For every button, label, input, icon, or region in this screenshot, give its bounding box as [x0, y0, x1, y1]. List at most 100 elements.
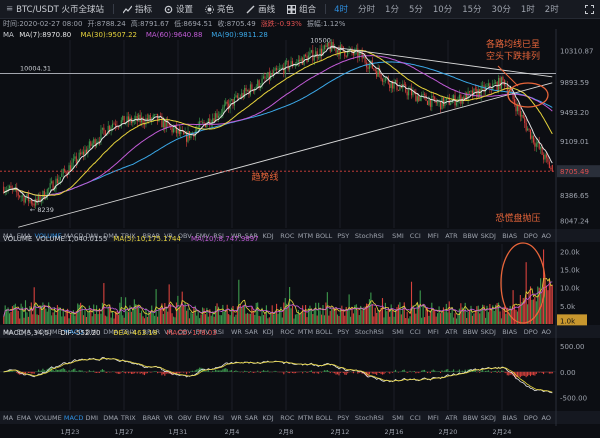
indicator3-tab-macd[interactable]: MACD [64, 414, 83, 422]
ma-legend-item[interactable]: MA(30):9507.22 [81, 31, 138, 39]
indicator2-tab-rsi[interactable]: RSI [213, 328, 224, 336]
indicator2-tab-obv[interactable]: OBV [178, 328, 192, 336]
indicator2-tab-macd[interactable]: MACD [64, 328, 83, 336]
indicator2-tab-boll[interactable]: BOLL [316, 328, 333, 336]
indicator2-tab-mfi[interactable]: MFI [428, 328, 439, 336]
combo-button[interactable]: 组合 [281, 3, 322, 15]
indicator3-tab-emv[interactable]: EMV [196, 414, 211, 422]
indicator2-tab-vr[interactable]: VR [164, 328, 173, 336]
indicator-tab-trix[interactable]: TRIX [120, 232, 136, 240]
indicator3-tab-ao[interactable]: AO [542, 414, 551, 422]
indicator3-tab-kdj[interactable]: KDJ [263, 414, 274, 422]
indicator2-tab-skdj[interactable]: SKDJ [481, 328, 496, 336]
interval-2h[interactable]: 2时 [544, 5, 559, 15]
macd-legend-item[interactable]: MACD(5,34,5) [3, 329, 52, 337]
indicator2-tab-roc[interactable]: ROC [280, 328, 295, 336]
indicator-tab-stochrsi[interactable]: StochRSI [355, 232, 384, 240]
indicator-tab-roc[interactable]: ROC [280, 232, 295, 240]
indicator2-tab-psy[interactable]: PSY [337, 328, 349, 336]
indicator2-tab-volume[interactable]: VOLUME [35, 328, 62, 336]
indicator3-tab-ema[interactable]: EMA [17, 414, 32, 422]
indicator-tab-obv[interactable]: OBV [178, 232, 192, 240]
indicator-tab-vr[interactable]: VR [164, 232, 173, 240]
indicator-tab-dpo[interactable]: DPO [524, 232, 538, 240]
indicator3-tab-wr[interactable]: WR [231, 414, 242, 422]
indicator2-tab-bbw[interactable]: BBW [463, 328, 479, 336]
indicator2-tab-ma[interactable]: MA [3, 328, 14, 336]
indicator3-tab-skdj[interactable]: SKDJ [481, 414, 496, 422]
indicator2-tab-dmi[interactable]: DMI [86, 328, 99, 336]
indicator2-tab-kdj[interactable]: KDJ [263, 328, 274, 336]
interval-10m[interactable]: 10分 [432, 5, 453, 15]
indicator3-tab-psy[interactable]: PSY [337, 414, 349, 422]
indicator3-tab-volume[interactable]: VOLUME [35, 414, 62, 422]
indicator3-tab-atr[interactable]: ATR [445, 414, 458, 422]
indicator3-tab-roc[interactable]: ROC [280, 414, 295, 422]
indicator3-tab-rsi[interactable]: RSI [213, 414, 224, 422]
downtrend-line[interactable] [330, 46, 553, 78]
settings-button[interactable]: 设置 [158, 3, 199, 15]
indicator3-tab-boll[interactable]: BOLL [316, 414, 333, 422]
indicator-tab-atr[interactable]: ATR [445, 232, 458, 240]
indicator-tab-ma[interactable]: MA [3, 232, 14, 240]
theme-button[interactable]: 亮色 [199, 3, 240, 15]
interval-15m[interactable]: 15分 [462, 5, 482, 15]
indicator-tab-skdj[interactable]: SKDJ [481, 232, 496, 240]
uptrend-line[interactable] [18, 82, 553, 228]
indicator3-tab-dpo[interactable]: DPO [524, 414, 538, 422]
indicator3-tab-trix[interactable]: TRIX [120, 414, 136, 422]
indicator-tab-mfi[interactable]: MFI [428, 232, 439, 240]
indicator2-tab-ao[interactable]: AO [542, 328, 551, 336]
indicator2-tab-brar[interactable]: BRAR [143, 328, 161, 336]
indicator3-tab-mtm[interactable]: MTM [298, 414, 313, 422]
symbol-selector[interactable]: ≡ BTC/USDT 火币全球站 [0, 3, 110, 15]
indicator-button[interactable]: 指标 [117, 3, 158, 15]
indicator-tab-bias[interactable]: BIAS [502, 232, 517, 240]
indicator3-tab-dmi[interactable]: DMI [86, 414, 99, 422]
indicator-tab-ema[interactable]: EMA [17, 232, 32, 240]
indicator-tab-kdj[interactable]: KDJ [263, 232, 274, 240]
ma-legend-item[interactable]: MA(60):9640.88 [146, 31, 203, 39]
draw-button[interactable]: 画线 [240, 3, 281, 15]
interval-4h[interactable]: 4时 [334, 5, 349, 15]
indicator3-tab-sar[interactable]: SAR [245, 414, 259, 422]
indicator2-tab-mtm[interactable]: MTM [298, 328, 313, 336]
indicator3-tab-vr[interactable]: VR [164, 414, 173, 422]
indicator2-tab-bias[interactable]: BIAS [502, 328, 517, 336]
indicator2-tab-cci[interactable]: CCI [410, 328, 421, 336]
indicator-tab-smi[interactable]: SMI [392, 232, 404, 240]
indicator-tab-emv[interactable]: EMV [196, 232, 211, 240]
indicator-tab-psy[interactable]: PSY [337, 232, 349, 240]
indicator-tab-volume[interactable]: VOLUME [35, 232, 62, 240]
indicator-tab-dmi[interactable]: DMI [86, 232, 99, 240]
indicator2-tab-dma[interactable]: DMA [103, 328, 119, 336]
indicator3-tab-bbw[interactable]: BBW [463, 414, 479, 422]
indicator3-tab-obv[interactable]: OBV [178, 414, 192, 422]
indicator2-tab-wr[interactable]: WR [231, 328, 242, 336]
indicator2-tab-atr[interactable]: ATR [445, 328, 458, 336]
indicator2-tab-sar[interactable]: SAR [245, 328, 259, 336]
interval-timeline[interactable]: 分时 [358, 5, 376, 15]
indicator2-tab-trix[interactable]: TRIX [120, 328, 136, 336]
indicator-tab-rsi[interactable]: RSI [213, 232, 224, 240]
volume-legend-item[interactable]: VOLUME [3, 235, 32, 243]
indicator-tab-boll[interactable]: BOLL [316, 232, 333, 240]
interval-5m[interactable]: 5分 [408, 5, 423, 15]
indicator2-tab-emv[interactable]: EMV [196, 328, 211, 336]
indicator3-tab-dma[interactable]: DMA [103, 414, 119, 422]
indicator2-tab-stochrsi[interactable]: StochRSI [355, 328, 384, 336]
indicator3-tab-brar[interactable]: BRAR [143, 414, 161, 422]
indicator-tab-mtm[interactable]: MTM [298, 232, 313, 240]
indicator-tab-brar[interactable]: BRAR [143, 232, 161, 240]
indicator3-tab-cci[interactable]: CCI [410, 414, 421, 422]
indicator-tab-cci[interactable]: CCI [410, 232, 421, 240]
indicator-tab-bbw[interactable]: BBW [463, 232, 479, 240]
indicator-tab-wr[interactable]: WR [231, 232, 242, 240]
indicator3-tab-ma[interactable]: MA [3, 414, 14, 422]
interval-1m[interactable]: 1分 [385, 5, 399, 15]
indicator2-tab-dpo[interactable]: DPO [524, 328, 538, 336]
indicator2-tab-ema[interactable]: EMA [17, 328, 32, 336]
indicator-tab-dma[interactable]: DMA [103, 232, 119, 240]
indicator2-tab-smi[interactable]: SMI [392, 328, 404, 336]
